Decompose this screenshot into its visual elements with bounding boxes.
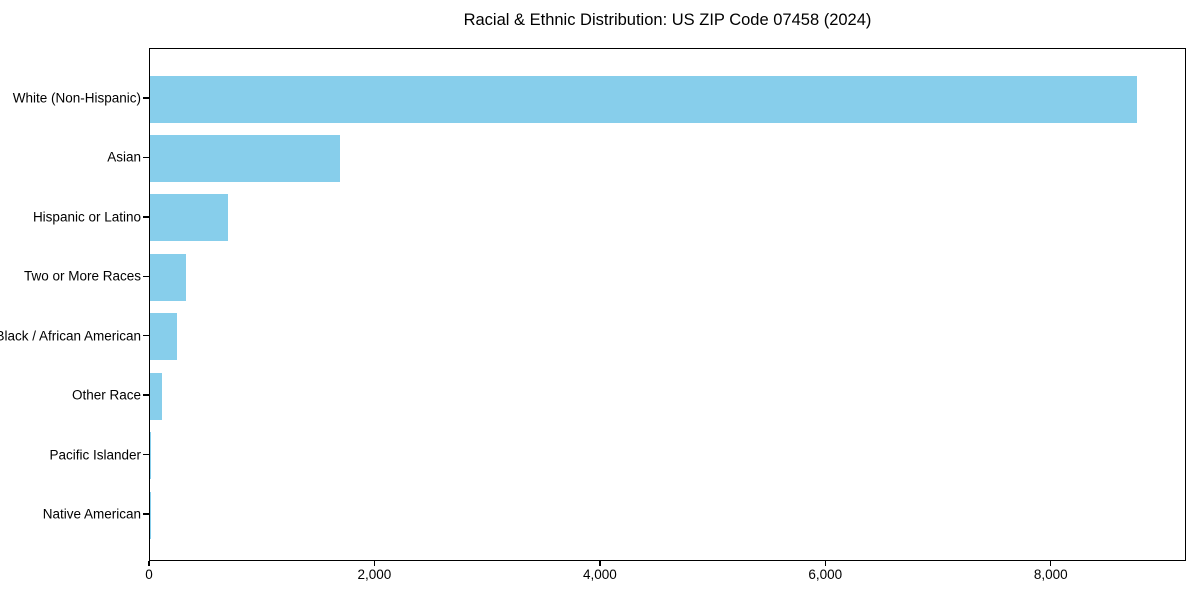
x-tick-mark (599, 561, 601, 566)
x-axis-tick-label: 4,000 (582, 567, 617, 582)
y-axis-label: White (Non-Hispanic) (12, 90, 141, 106)
y-tick-mark (143, 156, 149, 159)
bar (150, 134, 341, 182)
y-axis-label: Other Race (71, 387, 141, 403)
x-axis-tick-label: 6,000 (808, 567, 843, 582)
bar (150, 491, 151, 539)
x-tick-mark (148, 561, 150, 566)
x-axis-tick-label: 2,000 (357, 567, 392, 582)
y-tick-mark (143, 335, 149, 337)
x-tick-mark (824, 561, 826, 566)
y-axis-label: Black / African American (0, 328, 141, 344)
y-axis-label: Two or More Races (23, 268, 141, 284)
y-axis-label: Hispanic or Latino (32, 209, 141, 225)
y-tick-mark (143, 453, 149, 456)
chart-title: Racial & Ethnic Distribution: US ZIP Cod… (463, 11, 872, 29)
y-tick-mark (143, 513, 149, 515)
y-tick-mark (143, 97, 149, 99)
y-tick-mark (143, 275, 149, 277)
x-tick-mark (373, 561, 376, 566)
bar (150, 432, 151, 480)
x-axis-tick-label: 8,000 (1033, 567, 1068, 582)
x-axis-tick-label: 0 (145, 567, 153, 582)
bar (150, 372, 162, 420)
x-tick-mark (1050, 561, 1052, 566)
bar (150, 194, 229, 242)
y-tick-mark (143, 216, 149, 218)
bar (150, 313, 177, 361)
y-tick-mark (143, 394, 149, 396)
plot-area (149, 48, 1186, 561)
y-axis-label: Asian (107, 149, 141, 165)
y-axis-label: Pacific Islander (49, 447, 141, 463)
bar (150, 253, 187, 301)
y-axis-label: Native American (42, 506, 141, 522)
bar (150, 75, 1138, 123)
